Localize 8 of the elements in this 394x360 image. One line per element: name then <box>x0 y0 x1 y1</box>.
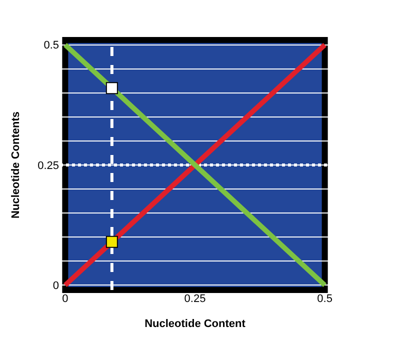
x-tick-label: 0 <box>62 293 68 305</box>
x-tick-label: 0.5 <box>317 293 332 305</box>
y-tick-label: 0 <box>52 280 59 292</box>
x-axis-title: Nucleotide Content <box>144 318 246 330</box>
y-axis-title: Nucleotide Contents <box>10 112 22 218</box>
y-tick-label: 0.25 <box>38 160 59 172</box>
y-tick-label: 0.5 <box>44 40 59 52</box>
x-tick-label: 0.25 <box>184 293 206 305</box>
